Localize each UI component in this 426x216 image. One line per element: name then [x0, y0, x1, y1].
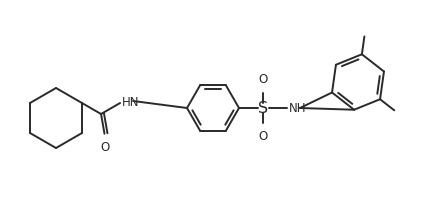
Text: O: O: [100, 141, 109, 154]
Text: O: O: [258, 73, 267, 86]
Text: NH: NH: [288, 102, 306, 114]
Text: S: S: [257, 100, 268, 116]
Text: O: O: [258, 130, 267, 143]
Text: HN: HN: [122, 95, 139, 108]
